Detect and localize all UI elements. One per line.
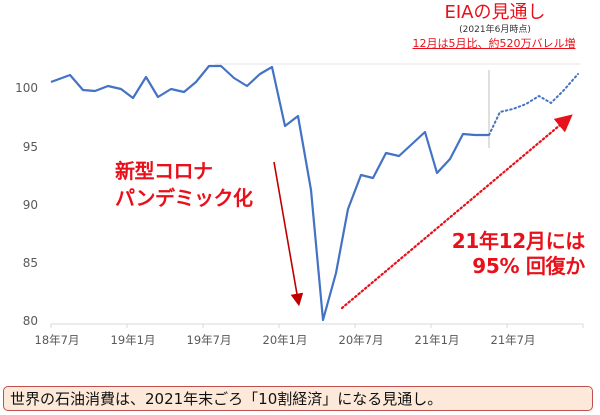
covid-annotation-line2: パンデミック化 xyxy=(115,186,253,210)
recovery-annotation-line1: 21年12月には xyxy=(451,229,586,253)
recovery-trend-arrow xyxy=(340,114,573,310)
x-tick-label: 20年7月 xyxy=(338,333,384,347)
y-tick-label: 90 xyxy=(22,198,38,212)
eia-forecast-title: EIAの見通し xyxy=(444,2,546,23)
y-tick-label: 100 xyxy=(15,81,38,95)
recovery-annotation: 21年12月には 95% 回復か xyxy=(400,229,586,279)
x-tick-label: 21年7月 xyxy=(490,333,536,347)
forecast-series-line xyxy=(488,73,579,136)
recovery-annotation-line2: 95% 回復か xyxy=(472,254,585,278)
x-tick-label: 19年7月 xyxy=(186,333,232,347)
eia-forecast-note: 12月は5月比、約520万バレル増 xyxy=(412,37,576,50)
covid-annotation-line1: 新型コロナ xyxy=(115,159,213,183)
x-tick-label: 18年7月 xyxy=(34,333,80,347)
summary-box: 世界の石油消費は、2021年末ごろ「10割経済」になる見通し。 xyxy=(3,386,593,411)
x-tick-label: 19年1月 xyxy=(110,333,156,347)
x-tick-label: 20年1月 xyxy=(262,333,308,347)
eia-forecast-date: (2021年6月時点) xyxy=(459,25,531,35)
y-tick-label: 95 xyxy=(22,140,38,154)
x-tick-label: 21年1月 xyxy=(414,333,460,347)
y-tick-label: 85 xyxy=(22,256,38,270)
actual-series-line xyxy=(50,64,489,322)
x-axis-ticks xyxy=(50,324,584,328)
covid-annotation: 新型コロナ パンデミック化 xyxy=(115,158,253,212)
covid-decline-arrow xyxy=(273,161,304,307)
y-tick-label: 80 xyxy=(22,314,38,328)
